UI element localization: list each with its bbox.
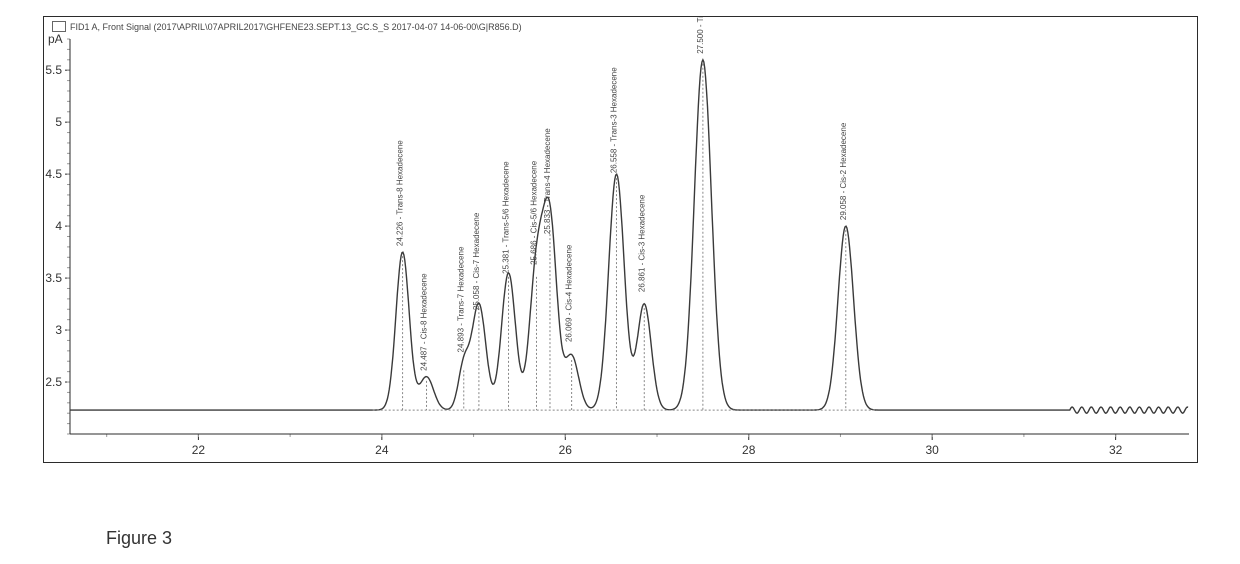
svg-text:24.893 - Trans-7 Hexadecene: 24.893 - Trans-7 Hexadecene bbox=[457, 246, 466, 352]
svg-text:25.833 - Trans-4 Hexadecene: 25.833 - Trans-4 Hexadecene bbox=[543, 128, 552, 234]
svg-text:24.226 - Trans-8 Hexadecene: 24.226 - Trans-8 Hexadecene bbox=[396, 140, 405, 246]
svg-text:30: 30 bbox=[926, 443, 940, 457]
svg-text:2.5: 2.5 bbox=[45, 375, 62, 389]
svg-text:3: 3 bbox=[55, 323, 62, 337]
svg-text:3.5: 3.5 bbox=[45, 271, 62, 285]
svg-text:28: 28 bbox=[742, 443, 756, 457]
svg-text:27.500 - Trans-2 Hexadecene: 27.500 - Trans-2 Hexadecene bbox=[696, 17, 705, 54]
svg-text:25.381 - Trans-5/6 Hexadecene: 25.381 - Trans-5/6 Hexadecene bbox=[502, 161, 511, 274]
svg-text:25.686 - Cis-5/6 Hexadecene: 25.686 - Cis-5/6 Hexadecene bbox=[529, 160, 538, 265]
svg-text:32: 32 bbox=[1109, 443, 1123, 457]
svg-text:4.5: 4.5 bbox=[45, 167, 62, 181]
svg-text:5: 5 bbox=[55, 115, 62, 129]
figure-caption: Figure 3 bbox=[106, 528, 172, 549]
svg-text:24.487 - Cis-8 Hexadecene: 24.487 - Cis-8 Hexadecene bbox=[420, 273, 429, 371]
page: FID1 A, Front Signal (2017\APRIL\07APRIL… bbox=[0, 0, 1240, 564]
svg-text:26.558 - Trans-3 Hexadecene: 26.558 - Trans-3 Hexadecene bbox=[609, 67, 618, 173]
chromatogram-plot: pA 2.5 3 3.5 4 4.5 5 5.5 22 24 26 28 30 32 24.226 - Tr… bbox=[44, 17, 1197, 462]
svg-text:26.861 - Cis-3 Hexadecene: 26.861 - Cis-3 Hexadecene bbox=[637, 194, 646, 292]
svg-text:22: 22 bbox=[192, 443, 206, 457]
svg-text:29.058 - Cis-2 Hexadecene: 29.058 - Cis-2 Hexadecene bbox=[839, 122, 848, 220]
svg-text:5.5: 5.5 bbox=[45, 63, 62, 77]
svg-text:26: 26 bbox=[559, 443, 573, 457]
chromatogram-panel: FID1 A, Front Signal (2017\APRIL\07APRIL… bbox=[43, 16, 1198, 463]
svg-text:25.058 - Cis-7 Hexadecene: 25.058 - Cis-7 Hexadecene bbox=[472, 212, 481, 310]
svg-text:24: 24 bbox=[375, 443, 389, 457]
svg-text:4: 4 bbox=[55, 219, 62, 233]
svg-text:pA: pA bbox=[48, 32, 63, 46]
svg-text:26.069 - Cis-4 Hexadecene: 26.069 - Cis-4 Hexadecene bbox=[565, 244, 574, 342]
